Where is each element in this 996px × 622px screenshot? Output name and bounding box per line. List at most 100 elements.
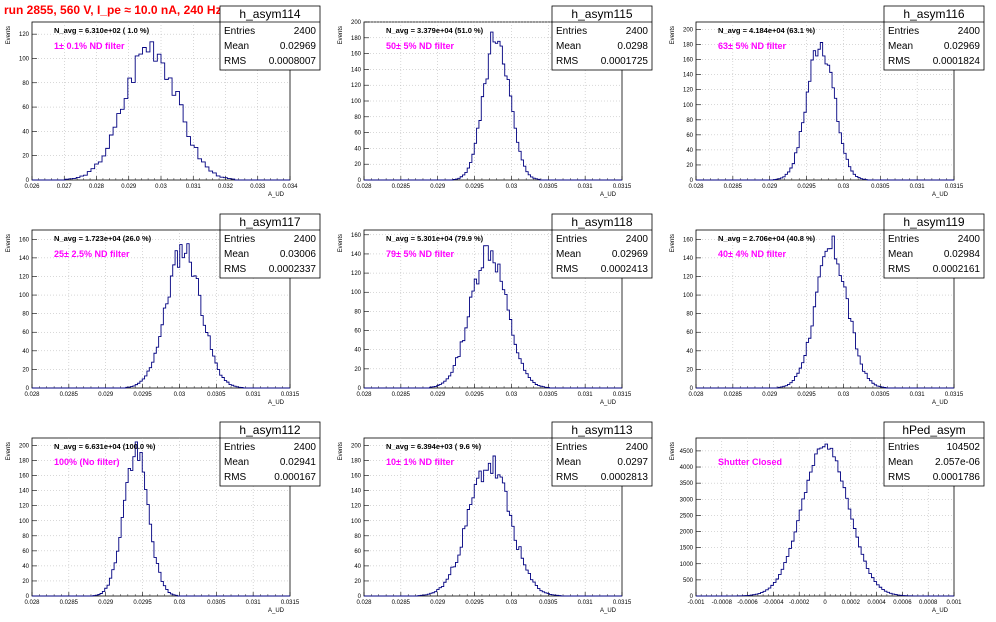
x-tick-label: 0.029 [762, 392, 778, 398]
stat-value-entries: 2400 [958, 234, 981, 245]
y-tick-label: 80 [354, 115, 361, 121]
stat-value-rms: 0.0001786 [933, 472, 981, 483]
x-tick-label: 0.03 [506, 184, 518, 190]
y-tick-label: 120 [351, 271, 362, 277]
filter-label: 63± 5% ND filter [718, 41, 786, 51]
y-tick-label: 20 [686, 367, 693, 373]
y-tick-label: 0 [690, 386, 694, 392]
y-tick-label: 40 [22, 129, 29, 135]
histogram-name: h_asym119 [903, 215, 964, 229]
x-tick-label: 0.0315 [281, 392, 300, 398]
stats-box-frame [883, 213, 985, 279]
stats-box: h_asym116 Entries 2400 Mean 0.02969 RMS 0.0001… [883, 5, 985, 71]
y-tick-label: 20 [22, 579, 29, 585]
x-tick-label: 0.029 [121, 184, 137, 190]
x-tick-label: 0.0315 [613, 392, 632, 398]
x-tick-label: 0.001 [946, 600, 962, 606]
y-tick-label: 160 [351, 52, 362, 58]
histogram-series [32, 441, 290, 597]
y-tick-label: 120 [351, 504, 362, 510]
stat-value-mean: 0.0297 [617, 457, 648, 468]
y-tick-label: 160 [351, 474, 362, 480]
stats-box-frame [219, 5, 321, 71]
y-tick-label: 140 [683, 256, 694, 262]
stat-name-entries: Entries [224, 442, 255, 453]
histogram-series [364, 455, 622, 597]
histogram-pad-h_asym119: 0.028 0.0285 0.029 0.0295 0.03 0.0305 0.031 0.0… [670, 213, 985, 406]
y-tick-label: 160 [19, 474, 30, 480]
y-tick-label: 0 [26, 178, 30, 184]
x-tick-label: 0.0295 [465, 392, 484, 398]
x-tick-label: 0.031 [578, 184, 594, 190]
x-tick-label: 0.0305 [539, 600, 558, 606]
histogram-series [32, 243, 290, 389]
stat-value-entries: 2400 [626, 442, 649, 453]
filter-label: 10± 1% ND filter [386, 457, 454, 467]
x-axis-title: A_UD [600, 608, 617, 614]
y-tick-label: 0 [358, 178, 362, 184]
y-tick-label: 180 [683, 43, 694, 49]
y-axis-title: Events [338, 234, 344, 252]
stat-name-entries: Entries [888, 442, 919, 453]
y-axis-title: Events [6, 26, 12, 44]
stat-value-rms: 0.0001824 [933, 56, 981, 67]
x-axis-title: A_UD [932, 608, 949, 614]
x-tick-label: -0.0006 [737, 600, 758, 606]
x-tick-label: 0.028 [688, 392, 704, 398]
x-tick-label: 0.0305 [871, 184, 890, 190]
x-tick-label: 0.028 [356, 184, 372, 190]
y-axis-title: Events [670, 234, 676, 252]
histogram-pad-hPed_asym: -0.001 -0.0008 -0.0006 -0.0004 -0.0002 0 0.000… [670, 421, 985, 614]
stats-box: h_asym119 Entries 2400 Mean 0.02984 RMS 0.0002… [883, 213, 985, 279]
histogram-name: h_asym118 [571, 215, 632, 229]
navg-label: N_avg = 5.301e+04 (79.9 %) [386, 234, 484, 243]
y-tick-label: 80 [22, 534, 29, 540]
y-tick-label: 60 [354, 131, 361, 137]
stat-name-mean: Mean [888, 249, 913, 260]
x-tick-label: -0.0008 [712, 600, 733, 606]
stat-name-mean: Mean [224, 457, 249, 468]
histogram-pad-h_asym114: 0.026 0.027 0.028 0.029 0.03 0.031 0.032 0.033 0… [6, 5, 321, 198]
y-tick-label: 120 [19, 32, 30, 38]
filter-label: 100% (No filter) [54, 457, 120, 467]
x-tick-label: 0.027 [57, 184, 73, 190]
x-tick-label: 0.0305 [207, 392, 226, 398]
x-tick-label: 0.03 [506, 600, 518, 606]
stat-value-mean: 0.03006 [280, 249, 317, 260]
filter-label: 79± 5% ND filter [386, 249, 454, 259]
y-tick-label: 0 [26, 594, 30, 600]
y-tick-label: 3500 [680, 481, 694, 487]
stat-value-rms: 0.000167 [274, 472, 316, 483]
filter-label: 25± 2.5% ND filter [54, 249, 130, 259]
y-tick-label: 80 [22, 81, 29, 87]
y-tick-label: 40 [354, 564, 361, 570]
stat-name-entries: Entries [224, 26, 255, 37]
y-tick-label: 140 [351, 252, 362, 258]
y-tick-label: 80 [686, 118, 693, 124]
y-tick-label: 40 [354, 348, 361, 354]
y-tick-label: 80 [354, 309, 361, 315]
stat-name-rms: RMS [888, 264, 911, 275]
stat-name-entries: Entries [224, 234, 255, 245]
x-tick-label: 0.029 [98, 392, 114, 398]
stat-value-mean: 0.02969 [280, 41, 317, 52]
y-axis-title: Events [670, 442, 676, 460]
histogram-pad-h_asym117: 0.028 0.0285 0.029 0.0295 0.03 0.0305 0.031 0.0… [6, 213, 321, 406]
stat-value-entries: 2400 [294, 442, 317, 453]
y-tick-label: 20 [22, 154, 29, 160]
stats-box-frame [883, 5, 985, 71]
y-tick-label: 140 [19, 489, 30, 495]
stat-value-mean: 0.02984 [944, 249, 981, 260]
y-axis-title: Events [338, 442, 344, 460]
stat-name-entries: Entries [556, 442, 587, 453]
y-tick-label: 140 [351, 489, 362, 495]
y-tick-label: 0 [690, 178, 694, 184]
stat-name-rms: RMS [556, 264, 579, 275]
stat-value-entries: 2400 [958, 26, 981, 37]
x-tick-label: 0.0006 [893, 600, 912, 606]
x-tick-label: 0.0315 [613, 184, 632, 190]
stat-value-rms: 0.0002161 [933, 264, 981, 275]
x-tick-label: 0 [823, 600, 827, 606]
x-tick-label: 0.028 [89, 184, 105, 190]
